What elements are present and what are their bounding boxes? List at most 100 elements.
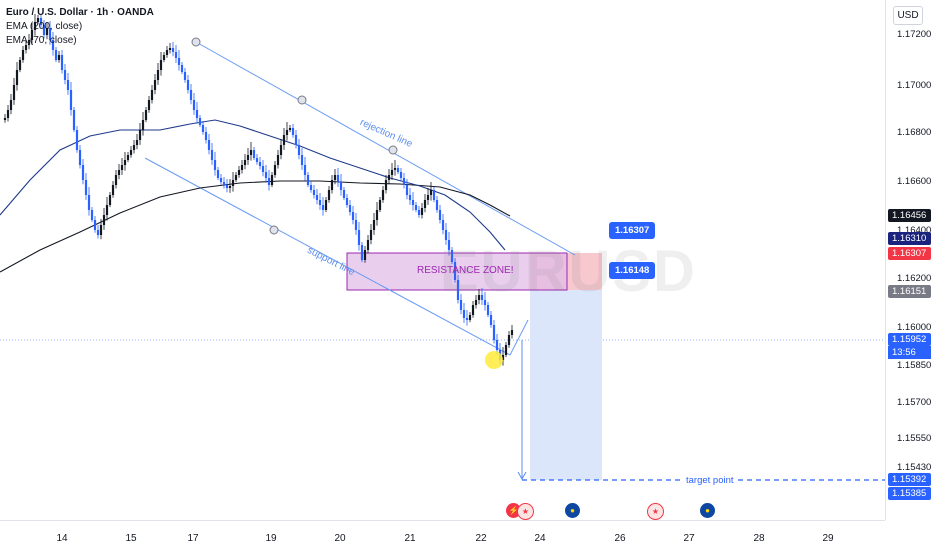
candle-body xyxy=(354,220,358,230)
candle-body xyxy=(402,178,406,185)
candle-body xyxy=(24,45,28,50)
candle-body xyxy=(234,175,238,180)
candle-body xyxy=(84,180,88,195)
date-label: 14 xyxy=(56,533,68,544)
candle-body xyxy=(255,158,259,162)
candle-body xyxy=(78,150,82,165)
candle-body xyxy=(375,210,379,220)
candle-body xyxy=(459,300,463,310)
target-price-label: 1.15392 xyxy=(888,473,931,486)
candle-body xyxy=(33,22,37,30)
candle-body xyxy=(339,182,343,190)
event-eu-icon[interactable]: ● xyxy=(565,503,580,518)
price-tick: 1.15700 xyxy=(897,397,932,408)
candle-body xyxy=(243,160,247,165)
candle-body xyxy=(45,28,49,35)
chart-legend: Euro / U.S. Dollar · 1h · OANDA EMA (200… xyxy=(6,6,154,48)
event-us-icon[interactable]: ★ xyxy=(647,503,664,520)
candle-body xyxy=(501,355,505,360)
candle-body xyxy=(369,230,373,240)
candle-body xyxy=(360,245,364,260)
ema200-legend[interactable]: EMA (200, close) xyxy=(6,21,83,32)
candle-body xyxy=(261,166,265,172)
candle-body xyxy=(135,140,139,145)
candle-body xyxy=(81,165,85,180)
candle-body xyxy=(183,72,187,80)
currency-button[interactable]: USD xyxy=(893,6,923,25)
event-eu-icon[interactable]: ● xyxy=(700,503,715,518)
candle-body xyxy=(219,178,223,182)
candle-body xyxy=(306,175,310,185)
candle-body xyxy=(249,150,253,155)
candle-body xyxy=(423,200,427,208)
trendline-anchor xyxy=(297,95,307,105)
level-price-label: 1.16151 xyxy=(888,285,931,298)
candle-body xyxy=(213,160,217,170)
time-axis[interactable] xyxy=(0,520,885,551)
stop-price-label: 1.16307 xyxy=(888,247,931,260)
price-callout-upper[interactable]: 1.16307 xyxy=(609,222,656,239)
price-tick: 1.16400 xyxy=(897,225,932,236)
candle-body xyxy=(444,230,448,240)
date-label: 21 xyxy=(404,533,416,544)
candle-body xyxy=(489,315,493,325)
candle-body xyxy=(63,70,67,80)
candle-body xyxy=(21,50,25,60)
candle-body xyxy=(264,172,268,178)
candle-body xyxy=(132,145,136,150)
date-label: 29 xyxy=(822,533,834,544)
price-tick: 1.17000 xyxy=(897,80,932,91)
ema70-line xyxy=(0,119,506,251)
candle-body xyxy=(345,198,349,205)
candle-body xyxy=(291,128,295,135)
candle-body xyxy=(162,55,166,60)
date-label: 27 xyxy=(683,533,695,544)
candle-body xyxy=(279,145,283,155)
event-us-icon[interactable]: ★ xyxy=(517,503,534,520)
candle-body xyxy=(39,18,43,25)
candle-body xyxy=(90,210,94,220)
chart-canvas[interactable] xyxy=(0,0,885,520)
target-price-label: 1.15385 xyxy=(888,487,931,500)
ema70-legend[interactable]: EMA (70, close) xyxy=(6,35,77,46)
chart-plot-area[interactable]: EURUSD RESISTANCE ZONE! rejection line s… xyxy=(0,0,885,520)
candle-body xyxy=(27,40,31,45)
candle-body xyxy=(429,190,433,195)
candle-body xyxy=(99,225,103,235)
price-axis[interactable] xyxy=(885,0,932,520)
candle-body xyxy=(114,175,118,185)
candle-body xyxy=(321,205,325,210)
candle-body xyxy=(312,190,316,195)
candle-body xyxy=(462,310,466,318)
price-callout-lower[interactable]: 1.16148 xyxy=(609,262,656,279)
candle-body xyxy=(468,315,472,320)
candle-body xyxy=(384,180,388,190)
candle-body xyxy=(195,110,199,118)
candle-body xyxy=(105,205,109,215)
candle-body xyxy=(201,125,205,132)
candle-body xyxy=(51,40,55,50)
target-arrow-head xyxy=(517,471,527,481)
candle-body xyxy=(381,190,385,200)
candle-body xyxy=(258,162,262,166)
candle-body xyxy=(420,208,424,215)
candle-body xyxy=(192,100,196,110)
candle-body xyxy=(453,262,457,280)
candle-body xyxy=(222,182,226,185)
candle-body xyxy=(198,118,202,125)
candle-body xyxy=(108,195,112,205)
candle-body xyxy=(15,70,19,85)
candle-body xyxy=(156,70,160,80)
candle-body xyxy=(324,200,328,210)
candle-body xyxy=(120,165,124,170)
recent-low-highlight xyxy=(485,351,503,369)
candle-body xyxy=(126,155,130,160)
symbol-title[interactable]: Euro / U.S. Dollar · 1h · OANDA xyxy=(6,7,154,18)
candle-body xyxy=(144,110,148,120)
candle-body xyxy=(75,130,79,150)
date-label: 24 xyxy=(534,533,546,544)
candle-body xyxy=(69,90,73,110)
date-label: 15 xyxy=(125,533,137,544)
candle-body xyxy=(333,175,337,180)
candle-body xyxy=(171,48,175,52)
